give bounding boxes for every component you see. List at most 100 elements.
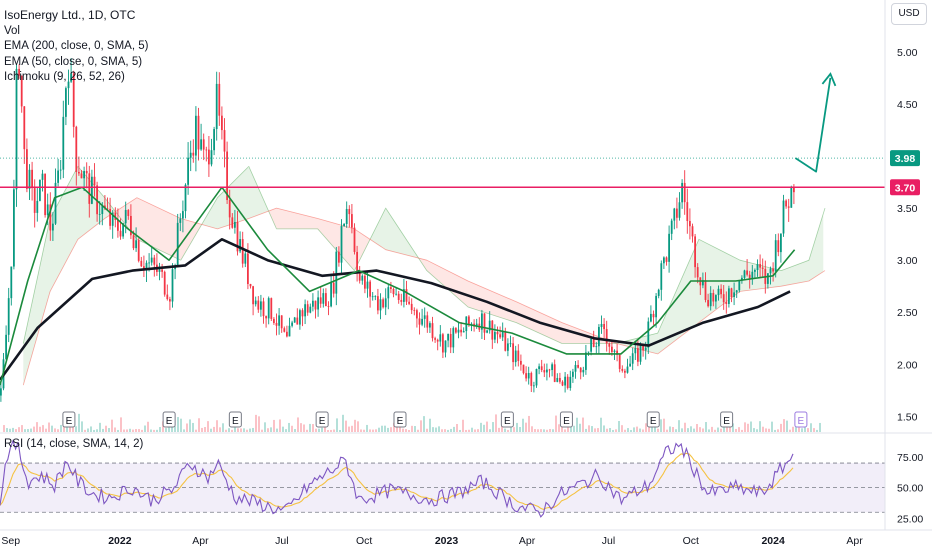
price-axis-tick: 3.50 bbox=[897, 203, 918, 215]
earnings-marker-label: E bbox=[563, 416, 570, 427]
time-axis[interactable]: Sep 2022 Apr Jul Oct 2023 Apr Jul Oct 2024 Apr bbox=[1, 535, 863, 547]
volume-bar bbox=[741, 429, 743, 432]
volume-bar bbox=[258, 416, 260, 432]
volume-bar bbox=[762, 426, 764, 432]
candle-body bbox=[769, 268, 772, 274]
candle-body bbox=[80, 173, 83, 179]
candle-body bbox=[109, 208, 111, 226]
candle-body bbox=[512, 343, 514, 363]
candle-body bbox=[377, 296, 379, 311]
volume-bar bbox=[84, 429, 86, 432]
candle-body bbox=[130, 215, 132, 236]
candle-body bbox=[265, 316, 267, 319]
candle-body bbox=[715, 295, 717, 302]
volume-bar bbox=[546, 429, 548, 432]
volume-bar bbox=[504, 428, 506, 432]
volume-bar bbox=[255, 414, 257, 432]
currency-button[interactable]: USD bbox=[891, 3, 927, 25]
volume-bar bbox=[558, 424, 560, 432]
volume-bar bbox=[417, 429, 419, 432]
candle-body bbox=[722, 294, 725, 303]
volume-bar bbox=[621, 425, 623, 432]
candle-body bbox=[483, 313, 486, 333]
volume-bar bbox=[378, 427, 380, 432]
volume-bar bbox=[414, 426, 416, 432]
volume-bar bbox=[537, 429, 539, 432]
volume-bar bbox=[279, 419, 281, 432]
volume-bar bbox=[552, 429, 554, 432]
candle-body bbox=[447, 333, 449, 341]
candle-body bbox=[299, 310, 301, 325]
volume-bar bbox=[684, 422, 686, 432]
candle-body bbox=[774, 240, 777, 272]
legend-ema-50[interactable]: EMA (50, close, 0, SMA, 5) bbox=[4, 55, 143, 68]
volume-bar bbox=[444, 429, 446, 432]
ema-50-line bbox=[0, 186, 796, 386]
volume-bar bbox=[21, 425, 23, 432]
candle-body bbox=[546, 369, 548, 373]
candle-body bbox=[426, 315, 429, 328]
volume-bar bbox=[459, 429, 461, 432]
arrow-head bbox=[821, 72, 837, 87]
candle-body bbox=[436, 339, 439, 342]
volume-bar bbox=[756, 429, 758, 432]
legend-ema-200[interactable]: EMA (200, close, 0, SMA, 5) bbox=[4, 40, 149, 52]
volume-bar bbox=[648, 427, 650, 432]
candle-body bbox=[257, 300, 260, 310]
volume-bar bbox=[639, 428, 641, 432]
candle-body bbox=[585, 352, 587, 370]
price-axis[interactable]: 5.004.504.003.503.002.502.001.503.983.70… bbox=[890, 47, 923, 526]
candle-body bbox=[743, 270, 746, 278]
symbol-title[interactable]: IsoEnergy Ltd., 1D, OTC bbox=[4, 8, 136, 22]
volume-bar bbox=[207, 421, 209, 432]
candle-body bbox=[70, 73, 72, 82]
volume-bar bbox=[717, 427, 719, 432]
volume-bar bbox=[432, 427, 434, 432]
candle-body bbox=[475, 323, 478, 327]
volume-bar bbox=[501, 425, 503, 432]
volume-bar bbox=[285, 429, 287, 432]
volume-bar bbox=[786, 420, 788, 432]
candle-body bbox=[98, 214, 101, 215]
volume-bar bbox=[48, 422, 50, 432]
volume-bar bbox=[99, 422, 101, 432]
time-axis-tick: Oct bbox=[356, 535, 372, 547]
candle-body bbox=[52, 223, 54, 231]
candle-body bbox=[325, 293, 327, 307]
volume-bar bbox=[549, 428, 551, 432]
volume-bar bbox=[69, 426, 71, 432]
candle-body bbox=[439, 334, 442, 342]
earnings-marker-label: E bbox=[232, 416, 239, 427]
volume-bar bbox=[657, 428, 659, 432]
volume-bar bbox=[735, 428, 737, 432]
volume-bar bbox=[18, 427, 20, 432]
candle-body bbox=[457, 329, 460, 333]
candle-body bbox=[171, 269, 174, 302]
candle-body bbox=[670, 220, 673, 234]
volume-bar bbox=[774, 429, 776, 432]
volume-bar bbox=[660, 419, 662, 432]
legend-rsi[interactable]: RSI (14, close, SMA, 14, 2) bbox=[4, 438, 144, 450]
volume-bar bbox=[141, 429, 143, 432]
candle-body bbox=[455, 328, 457, 333]
earnings-marker-label: E bbox=[723, 416, 730, 427]
legend-volume[interactable]: Vol bbox=[4, 24, 20, 37]
volume-bar bbox=[495, 414, 497, 432]
candle-body bbox=[322, 293, 325, 304]
volume-bar bbox=[720, 428, 722, 432]
candle-body bbox=[122, 223, 124, 237]
candle-body bbox=[772, 268, 774, 272]
volume-bar bbox=[465, 429, 467, 432]
candle-body bbox=[413, 310, 416, 311]
candle-body bbox=[746, 270, 748, 275]
volume-bar bbox=[234, 423, 236, 432]
candle-body bbox=[452, 328, 455, 348]
volume-bar bbox=[753, 428, 755, 432]
candle-body bbox=[691, 226, 694, 237]
candle-body bbox=[54, 182, 57, 224]
candle-body bbox=[106, 208, 109, 210]
candle-body bbox=[696, 267, 699, 278]
projection-arrow bbox=[795, 77, 832, 173]
legend-ichimoku[interactable]: Ichimoku (9, 26, 52, 26) bbox=[4, 71, 125, 83]
rsi-axis-tick: 75.00 bbox=[897, 452, 923, 464]
